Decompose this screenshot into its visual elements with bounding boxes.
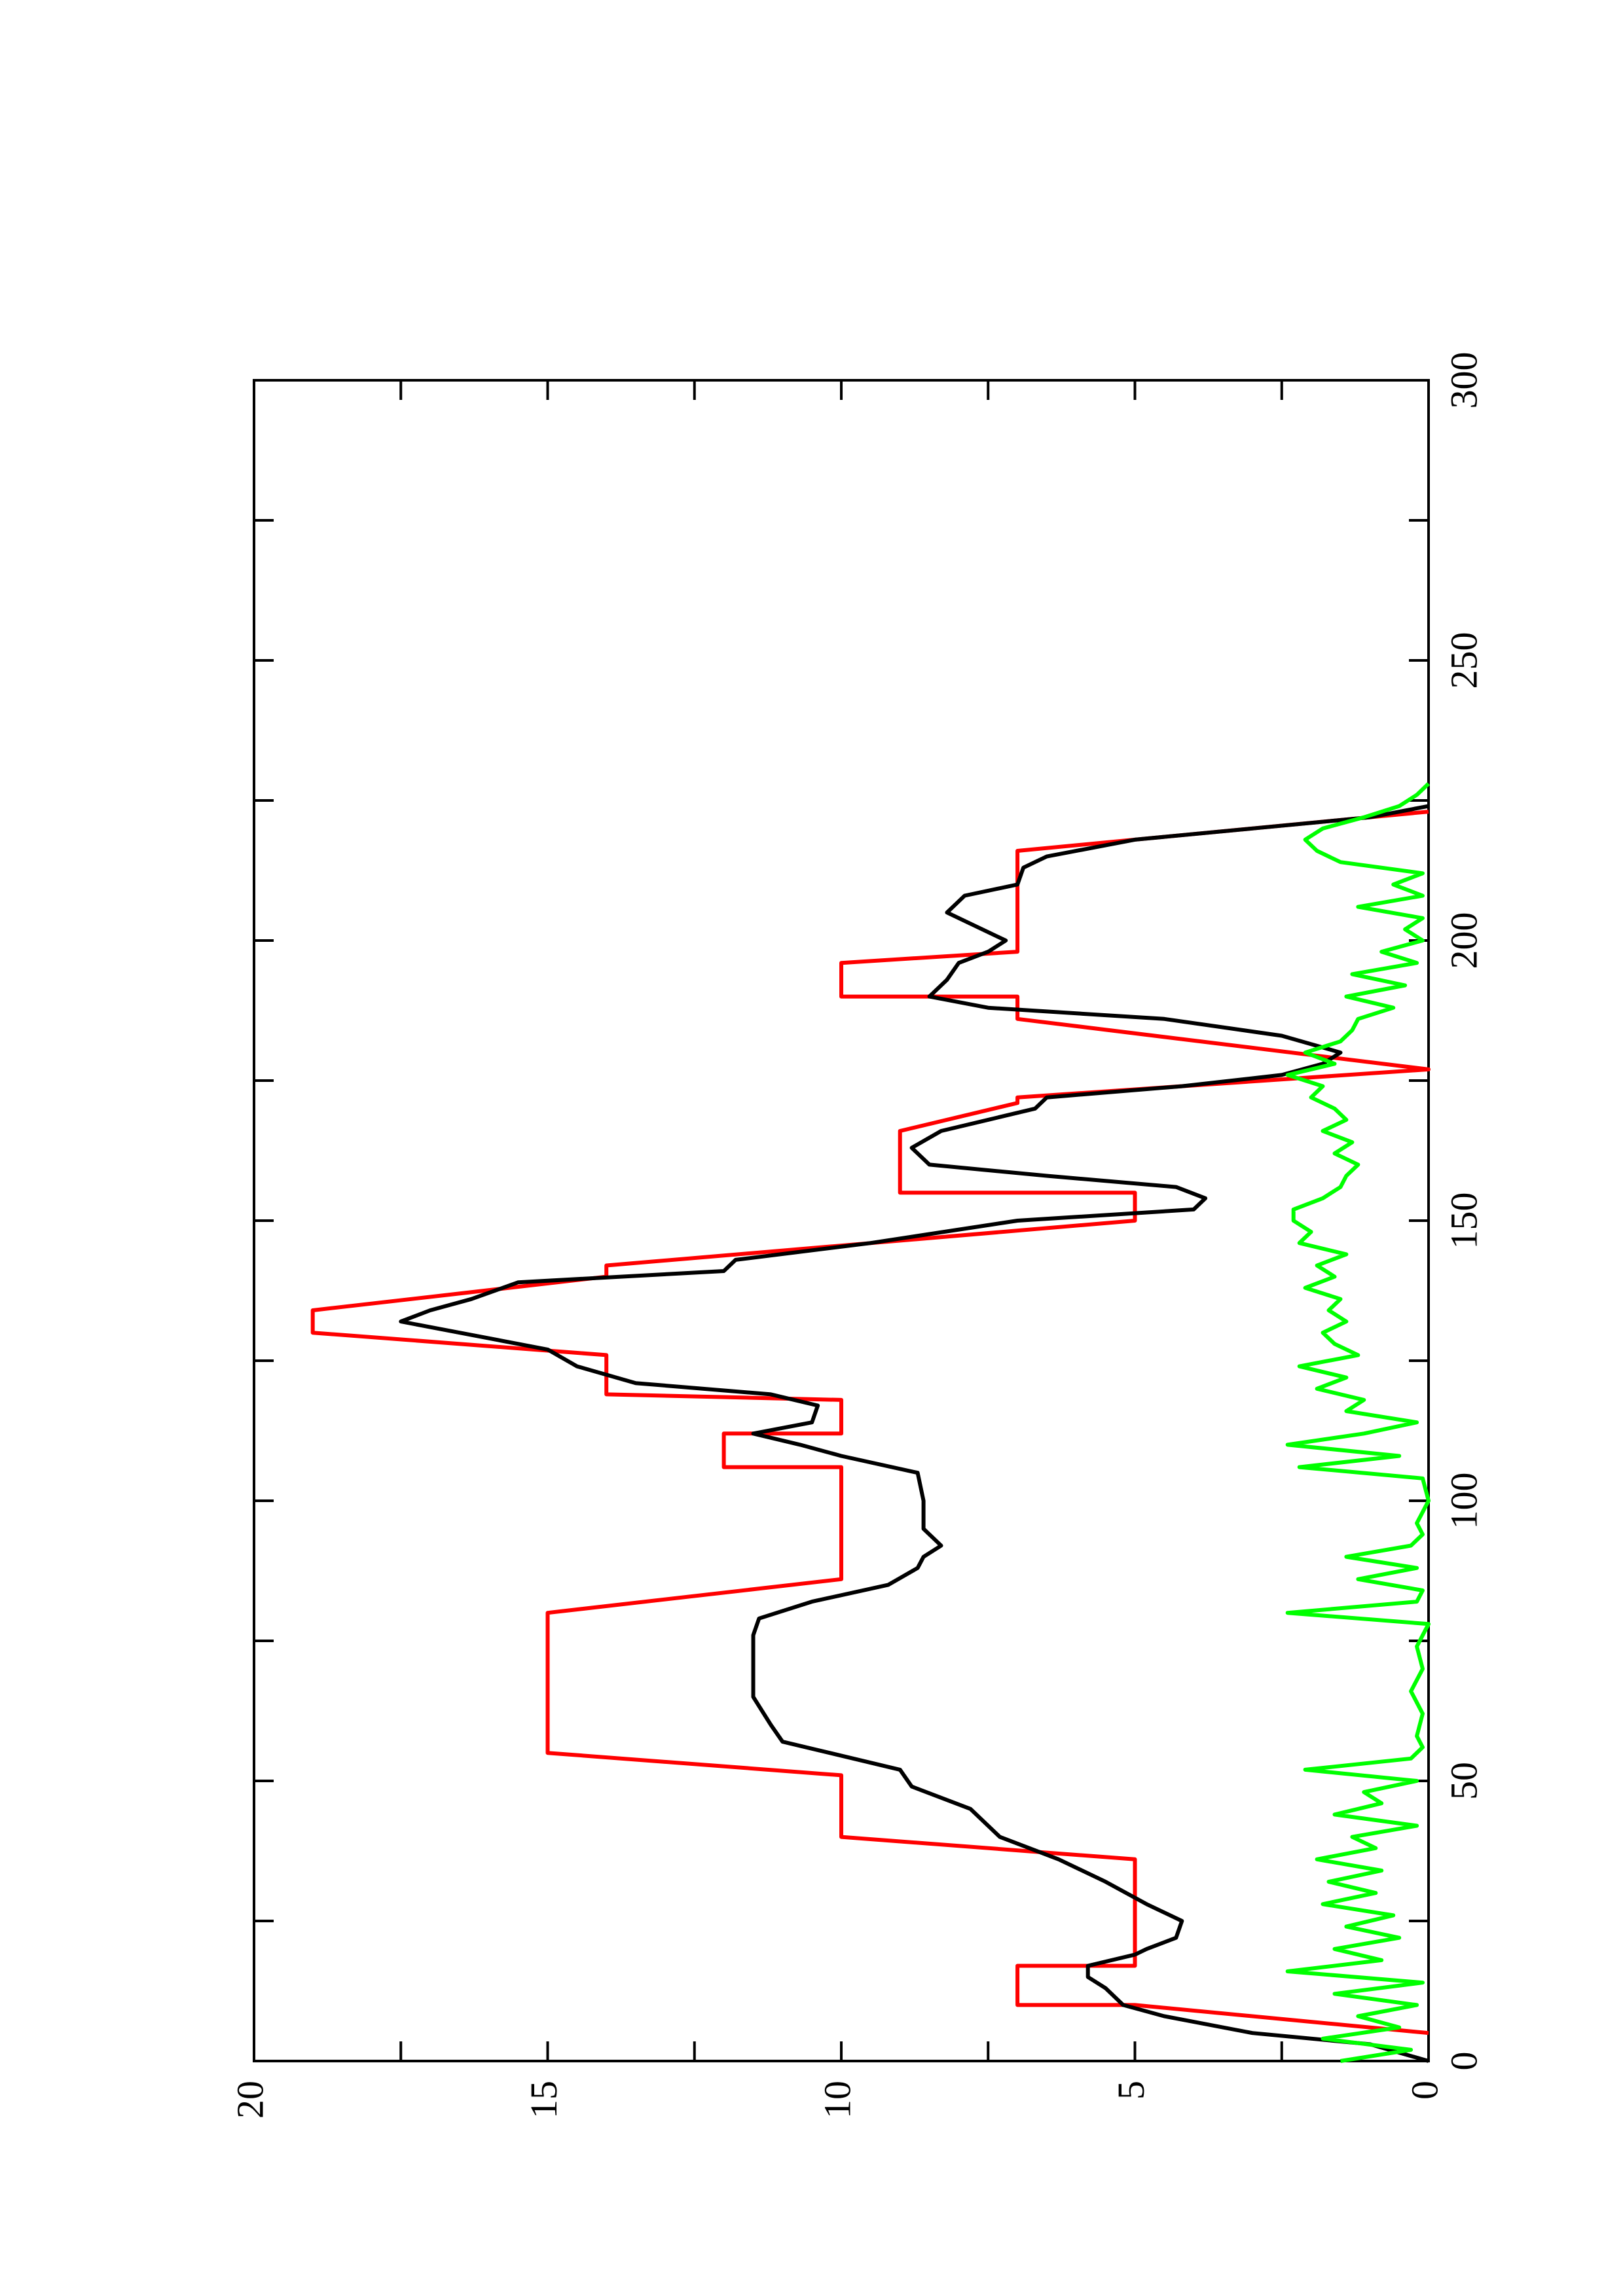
y-tick-label: 15 [522,2081,565,2119]
x-tick-label: 0 [1442,2052,1485,2071]
x-tick-label: 300 [1442,352,1485,409]
x-tick-label: 200 [1442,912,1485,969]
series-line [399,804,1429,2063]
y-tick-label: 5 [1110,2081,1152,2100]
y-tick-label: 10 [816,2081,858,2119]
x-tick-label: 50 [1442,1762,1485,1800]
series-line [310,810,1431,2036]
y-tick-label: 20 [228,2081,271,2119]
series-line [1285,782,1431,2063]
x-tick-label: 250 [1442,632,1485,689]
x-tick-label: 150 [1442,1193,1485,1249]
y-tick-label: 0 [1403,2081,1446,2100]
x-tick-label: 100 [1442,1473,1485,1530]
